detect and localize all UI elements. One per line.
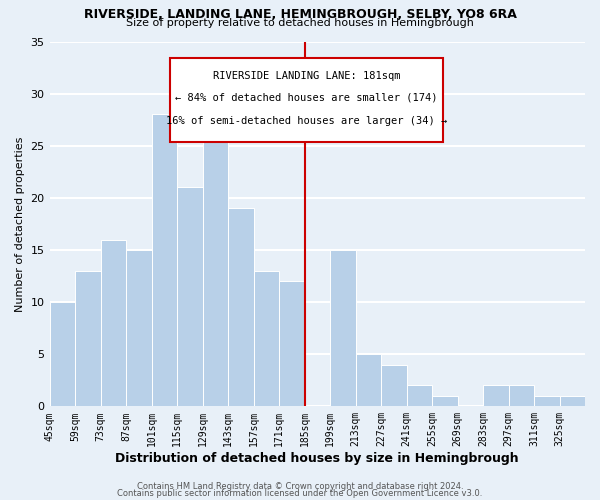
Text: Contains HM Land Registry data © Crown copyright and database right 2024.: Contains HM Land Registry data © Crown c…	[137, 482, 463, 491]
Y-axis label: Number of detached properties: Number of detached properties	[15, 136, 25, 312]
Bar	[177, 188, 203, 406]
Bar	[228, 208, 254, 406]
Bar	[203, 104, 228, 406]
Bar	[75, 271, 101, 406]
X-axis label: Distribution of detached houses by size in Hemingbrough: Distribution of detached houses by size …	[115, 452, 519, 465]
Bar	[483, 386, 509, 406]
Text: RIVERSIDE LANDING LANE: 181sqm: RIVERSIDE LANDING LANE: 181sqm	[213, 70, 400, 81]
Text: Size of property relative to detached houses in Hemingbrough: Size of property relative to detached ho…	[126, 18, 474, 28]
Bar	[254, 271, 279, 406]
Text: Contains public sector information licensed under the Open Government Licence v3: Contains public sector information licen…	[118, 488, 482, 498]
Text: RIVERSIDE, LANDING LANE, HEMINGBROUGH, SELBY, YO8 6RA: RIVERSIDE, LANDING LANE, HEMINGBROUGH, S…	[83, 8, 517, 20]
Bar	[534, 396, 560, 406]
Bar	[432, 396, 458, 406]
Bar	[126, 250, 152, 406]
Bar	[152, 114, 177, 406]
Bar	[279, 281, 305, 406]
Bar	[560, 396, 585, 406]
Bar	[509, 386, 534, 406]
FancyBboxPatch shape	[170, 58, 443, 142]
Text: ← 84% of detached houses are smaller (174): ← 84% of detached houses are smaller (17…	[175, 92, 438, 102]
Bar	[50, 302, 75, 406]
Bar	[381, 364, 407, 406]
Bar	[407, 386, 432, 406]
Bar	[330, 250, 356, 406]
Text: 16% of semi-detached houses are larger (34) →: 16% of semi-detached houses are larger (…	[166, 116, 447, 126]
Bar	[356, 354, 381, 406]
Bar	[101, 240, 126, 406]
